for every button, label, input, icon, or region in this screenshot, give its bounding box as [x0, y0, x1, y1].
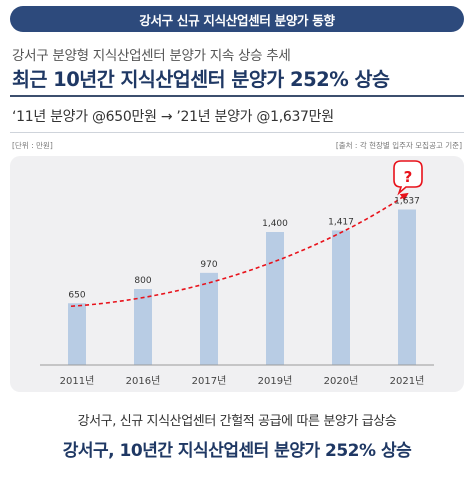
question-mark-glyph: ?	[404, 168, 413, 186]
divider-light	[10, 132, 464, 133]
price-summary: ‘11년 분양가 @650만원 → ’21년 분양가 @1,637만원	[12, 109, 334, 125]
bar-1	[134, 289, 152, 365]
footer-summary: 강서구, 신규 지식산업센터 간헐적 공급에 따른 분양가 급상승	[77, 414, 397, 429]
x-tick-label-0: 2011년	[60, 375, 95, 387]
bar-chart: ? 650 2011년 800 2016년 970 2017년 1,400 2019년 1,41…	[40, 160, 434, 387]
headline: 최근 10년간 지식산업센터 분양가 252% 상승	[12, 68, 390, 91]
divider-dark	[10, 95, 464, 97]
x-tick-label-3: 2019년	[258, 375, 293, 387]
bar-5	[398, 209, 416, 365]
subtitle: 강서구 분양형 지식산업센터 분양가 지속 상승 추세	[12, 48, 291, 64]
bar-value-label-2: 970	[200, 260, 217, 270]
x-tick-label-1: 2016년	[126, 375, 161, 387]
bar-4	[332, 230, 350, 365]
bar-value-label-0: 650	[68, 290, 85, 300]
bar-value-label-3: 1,400	[262, 219, 288, 229]
x-tick-label-2: 2017년	[192, 375, 227, 387]
bar-3	[266, 232, 284, 365]
bar-0	[68, 303, 86, 365]
question-bubble	[393, 160, 423, 196]
x-tick-label-4: 2020년	[324, 375, 359, 387]
footer-headline: 강서구, 10년간 지식산업센터 분양가 252% 상승	[62, 441, 412, 461]
bar-2	[200, 272, 218, 365]
bar-value-label-5: 1,637	[394, 196, 420, 206]
header-banner: 강서구 신규 지식산업센터 분양가 동향	[10, 6, 464, 32]
trend-arrow	[70, 192, 409, 308]
x-tick-label-5: 2021년	[390, 375, 425, 387]
bar-value-label-4: 1,417	[328, 217, 354, 227]
unit-label: [단위 : 만원]	[12, 141, 53, 150]
source-label: [출처 : 각 현장별 입주자 모집공고 기준]	[335, 141, 462, 150]
bar-value-label-1: 800	[134, 276, 151, 286]
chart-panel: ? 650 2011년 800 2016년 970 2017년 1,400 2019년 1,41…	[10, 156, 464, 392]
